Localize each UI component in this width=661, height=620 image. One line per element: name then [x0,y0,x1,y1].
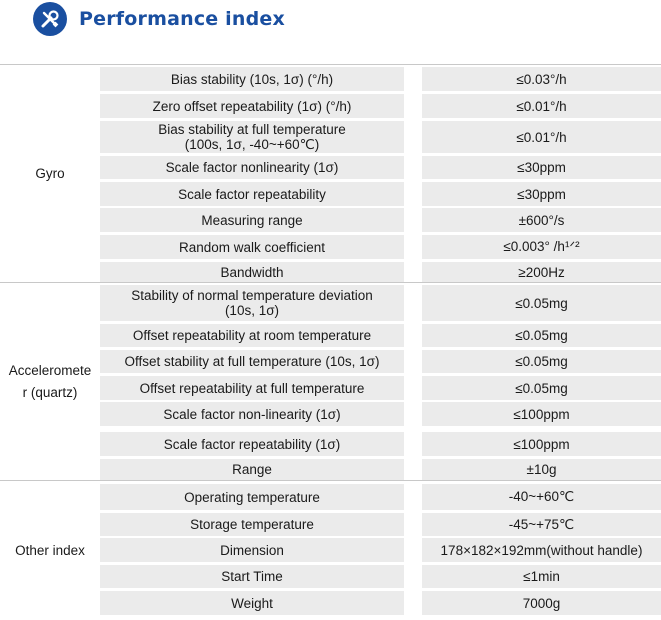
param-text: Bias stability at full temperature (100s… [158,122,346,152]
param-text: Operating temperature [184,489,320,505]
value-cell: ≤0.01°/h [422,121,661,153]
table-row: Weight 7000g [100,591,661,615]
value-cell: ±10g [422,459,661,480]
page-header: Performance index [33,2,285,36]
spec-group: Gyro [0,65,661,283]
value-cell: 7000g [422,591,661,615]
table-row: Storage temperature -45~+75℃ [100,513,661,536]
value-cell: ≤1min [422,565,661,588]
param-cell: Zero offset repeatability (1σ) (°/h) [100,94,404,118]
table-row: Scale factor non-linearity (1σ) ≤100ppm [100,402,661,426]
table-top-rule [0,64,661,65]
table-row: Measuring range ±600°/s [100,208,661,232]
value-cell: ≤0.05mg [422,324,661,347]
value-cell: ≤100ppm [422,432,661,456]
spec-group: Other index [0,481,661,620]
group-label: Acceleromete r (quartz) [0,283,100,480]
param-cell: Storage temperature [100,513,404,536]
table-row: Zero offset repeatability (1σ) (°/h) ≤0.0… [100,94,661,118]
param-text: Bias stability (10s, 1σ) (°/h) [170,71,334,87]
value-cell: ≤0.01°/h [422,94,661,118]
table-row: Dimension 178×182×192mm(without handle) [100,538,661,562]
value-cell: ≤100ppm [422,402,661,426]
group-label-text: Gyro [35,165,65,181]
param-text: Scale factor nonlinearity (1σ) [165,160,339,175]
group-label-text: Other index [15,542,85,558]
param-cell: Measuring range [100,208,404,232]
param-text: Weight [231,595,273,611]
table-row: Bandwidth ≥200Hz [100,262,661,282]
value-cell: ≤0.03°/h [422,67,661,91]
param-text: Start Time [221,569,283,584]
value-cell: ±600°/s [422,208,661,232]
param-cell: Range [100,459,404,480]
param-text: Scale factor repeatability (1σ) [163,436,341,452]
param-cell: Bias stability (10s, 1σ) (°/h) [100,67,404,91]
value-cell: ≤0.003° /h¹ᐟ² [422,235,661,259]
value-cell: ≤30ppm [422,182,661,206]
table-row: Range ±10g [100,459,661,480]
table-row: Scale factor repeatability ≤30ppm [100,182,661,206]
param-text: Scale factor repeatability [178,186,326,202]
value-cell: ≤0.05mg [422,285,661,321]
param-cell: Scale factor repeatability [100,182,404,206]
page-title: Performance index [79,8,285,30]
table-row: Operating temperature -40~+60℃ [100,484,661,510]
param-cell: Operating temperature [100,484,404,510]
param-cell: Offset repeatability at full temperature [100,376,404,400]
param-text: Stability of normal temperature deviatio… [131,288,373,318]
param-cell: Bias stability at full temperature (100s… [100,121,404,153]
param-cell: Weight [100,591,404,615]
param-cell: Stability of normal temperature deviatio… [100,285,404,321]
param-text: Bandwidth [220,264,284,280]
table-row: Offset stability at full temperature (10… [100,350,661,373]
param-text: Offset stability at full temperature (10… [124,354,380,369]
value-cell: ≤30ppm [422,156,661,179]
table-row: Scale factor nonlinearity (1σ) ≤30ppm [100,156,661,179]
tools-icon [33,2,67,36]
table-row: Scale factor repeatability (1σ) ≤100ppm [100,432,661,456]
value-cell: ≤0.05mg [422,350,661,373]
table-row: Offset repeatability at full temperature… [100,376,661,400]
spec-group: Acceleromete r (quartz) [0,283,661,481]
param-text: Offset repeatability at room temperature [132,328,372,343]
param-cell: Offset repeatability at room temperature [100,324,404,347]
value-cell: ≤0.05mg [422,376,661,400]
value-cell: -45~+75℃ [422,513,661,536]
param-cell: Scale factor nonlinearity (1σ) [100,156,404,179]
param-cell: Offset stability at full temperature (10… [100,350,404,373]
param-text: Measuring range [201,212,303,228]
param-cell: Scale factor non-linearity (1σ) [100,402,404,426]
param-cell: Scale factor repeatability (1σ) [100,432,404,456]
param-text: Scale factor non-linearity (1σ) [163,406,341,422]
value-cell: ≥200Hz [422,262,661,282]
value-cell: 178×182×192mm(without handle) [422,538,661,562]
param-cell: Start Time [100,565,404,588]
table-row: Bias stability (10s, 1σ) (°/h) ≤0.03°/h [100,67,661,91]
group-label-text: Acceleromete r (quartz) [8,362,92,400]
table-row: Random walk coefficient ≤0.003° /h¹ᐟ² [100,235,661,259]
group-label: Other index [0,481,100,620]
param-text: Random walk coefficient [178,239,326,255]
table-row: Start Time ≤1min [100,565,661,588]
param-text: Storage temperature [190,517,314,532]
table-row: Offset repeatability at room temperature… [100,324,661,347]
param-text: Zero offset repeatability (1σ) (°/h) [152,98,352,114]
param-cell: Dimension [100,538,404,562]
param-text: Dimension [220,542,284,558]
param-text: Offset repeatability at full temperature [139,380,365,396]
value-cell: -40~+60℃ [422,484,661,510]
group-label: Gyro [0,65,100,282]
table-row: Stability of normal temperature deviatio… [100,285,661,321]
param-cell: Bandwidth [100,262,404,282]
table-row: Bias stability at full temperature (100s… [100,121,661,153]
param-cell: Random walk coefficient [100,235,404,259]
param-text: Range [232,462,272,477]
